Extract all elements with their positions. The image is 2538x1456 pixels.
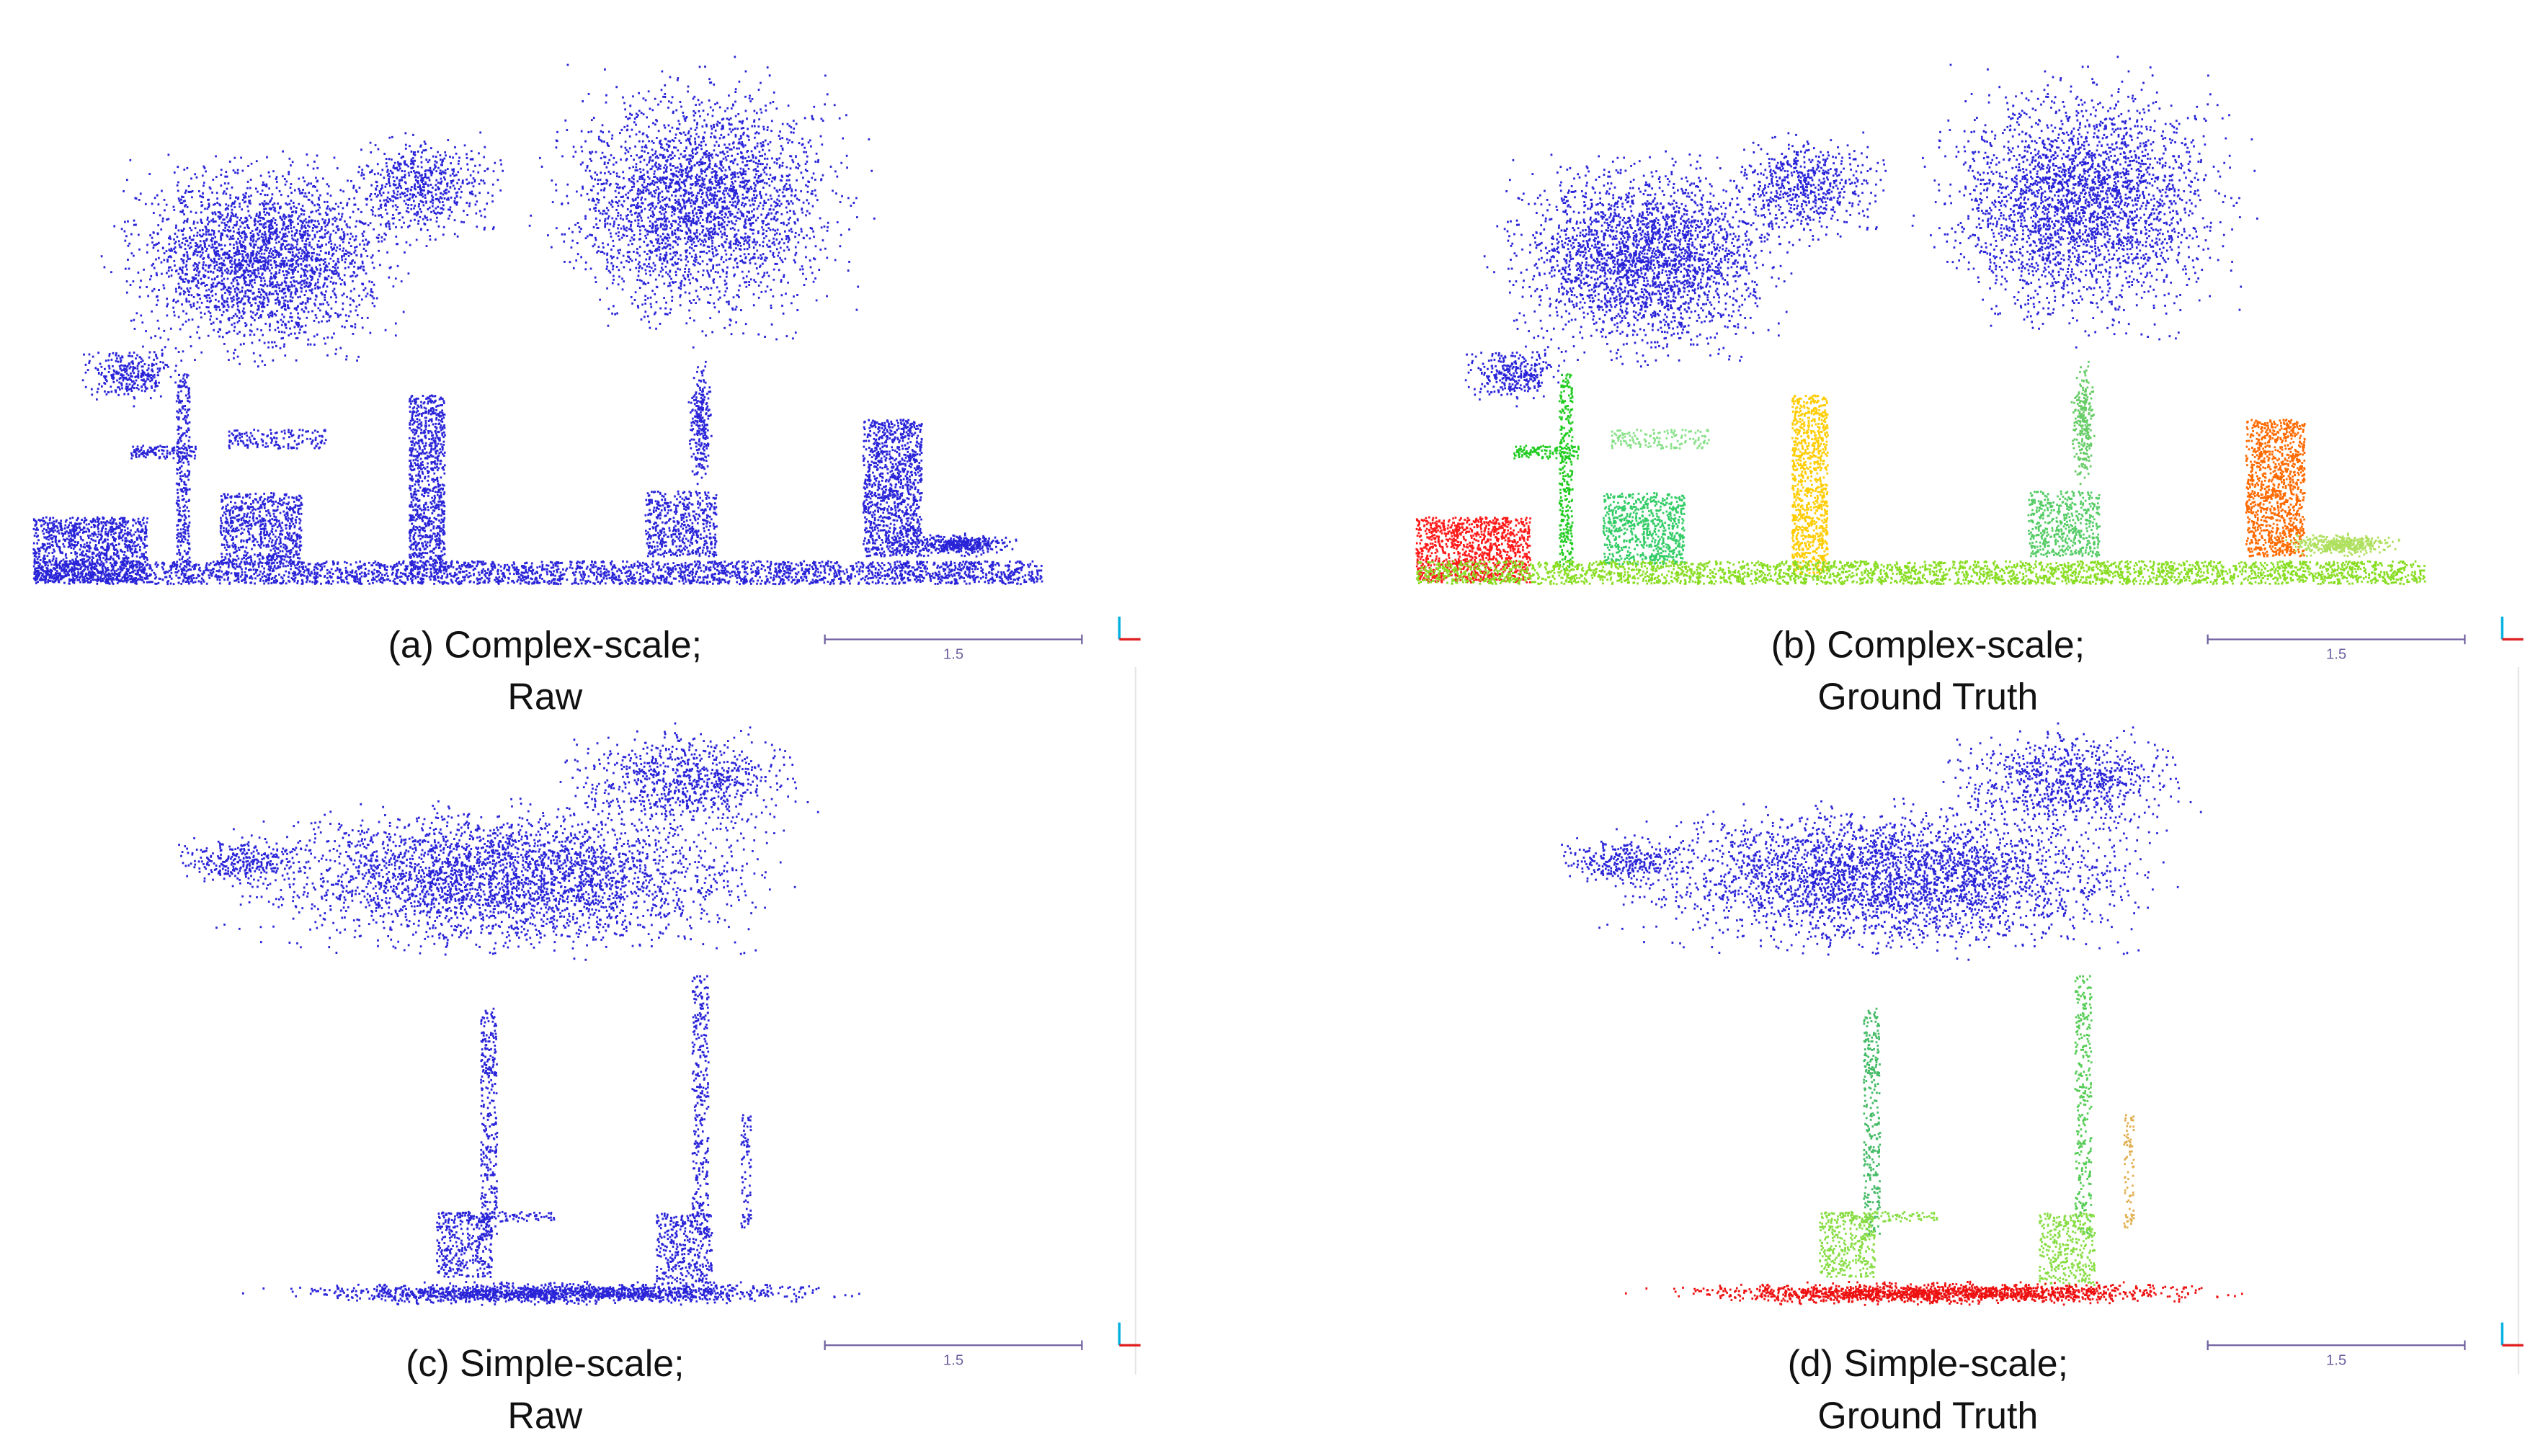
point-cloud: [175, 373, 191, 571]
point-cloud: [1791, 394, 1829, 576]
point-cloud: [1942, 722, 2202, 841]
point-cloud: [241, 1280, 860, 1306]
scale-label: 1.5: [2326, 1352, 2346, 1368]
point-cloud: [1624, 1280, 2243, 1306]
point-cloud: [655, 1212, 713, 1287]
caption: Raw: [507, 676, 582, 718]
point-cloud: [81, 345, 183, 408]
point-cloud: [1602, 492, 1686, 566]
point-cloud: [178, 836, 312, 888]
point-cloud: [528, 55, 876, 349]
point-cloud: [436, 1211, 494, 1278]
point-cloud: [219, 492, 303, 566]
point-cloud: [456, 1210, 556, 1223]
point-cloud: [2038, 1212, 2096, 1287]
point-cloud: [1558, 373, 1574, 571]
point-cloud: [1911, 55, 2258, 349]
panel: (d) Simple-scale; Ground Truth 1.5: [1561, 722, 2524, 1437]
panel: (a) Complex-scale; Raw 1.5: [32, 55, 1141, 718]
point-cloud: [2027, 490, 2101, 558]
point-cloud: [480, 1007, 499, 1236]
point-cloud: [1464, 345, 1566, 408]
point-cloud: [740, 1114, 752, 1229]
point-cloud: [1513, 445, 1580, 460]
point-cloud: [1863, 1007, 1882, 1236]
point-cloud: [2070, 360, 2096, 486]
point-cloud: [691, 975, 710, 1237]
point-cloud: [687, 360, 713, 486]
point-cloud: [1819, 1211, 1876, 1278]
panel: (b) Complex-scale; Ground Truth 1.5: [1415, 55, 2524, 718]
point-cloud: [228, 428, 327, 450]
point-cloud: [1415, 560, 2426, 586]
point-cloud: [100, 150, 428, 368]
point-cloud: [339, 131, 504, 246]
scale-label: 1.5: [943, 1352, 963, 1368]
point-cloud: [1722, 131, 1887, 246]
caption: Raw: [507, 1395, 582, 1437]
point-cloud: [215, 795, 796, 961]
point-cloud: [2123, 1114, 2135, 1229]
caption: (c) Simple-scale;: [406, 1343, 684, 1385]
point-cloud: [1561, 836, 1695, 888]
caption: (b) Complex-scale;: [1771, 624, 2085, 666]
point-cloud: [2074, 975, 2093, 1237]
caption: (d) Simple-scale;: [1788, 1343, 2068, 1385]
point-cloud: [559, 722, 819, 841]
caption: Ground Truth: [1817, 1395, 2038, 1437]
point-cloud: [408, 394, 446, 576]
caption: Ground Truth: [1817, 676, 2038, 718]
point-cloud: [1483, 150, 1811, 368]
panel: (c) Simple-scale; Raw 1.5: [178, 722, 1141, 1437]
point-cloud: [862, 419, 923, 558]
point-cloud: [1598, 795, 2179, 961]
caption: (a) Complex-scale;: [388, 624, 703, 666]
point-cloud: [1611, 428, 1710, 450]
point-cloud: [2245, 419, 2306, 558]
point-cloud: [130, 445, 197, 460]
point-cloud: [2285, 532, 2400, 558]
scale-label: 1.5: [943, 647, 963, 663]
point-cloud: [902, 532, 1018, 558]
scale-label: 1.5: [2326, 647, 2346, 663]
point-cloud: [32, 560, 1043, 586]
point-cloud: [1839, 1210, 1938, 1223]
point-cloud: [644, 490, 718, 558]
